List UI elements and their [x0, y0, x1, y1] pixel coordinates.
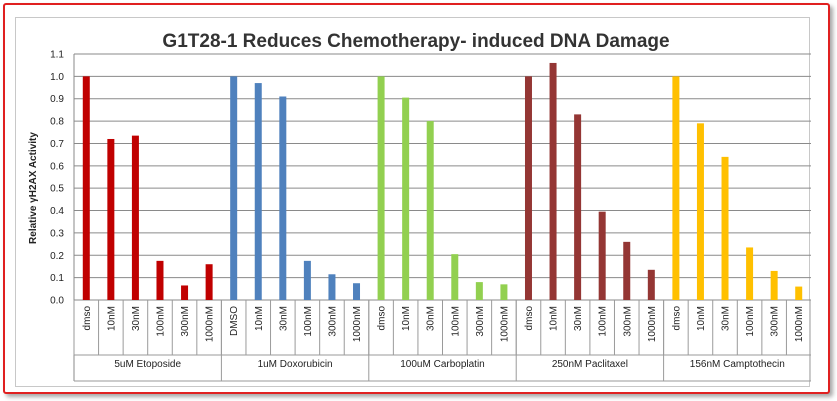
category-label: 10nM — [549, 306, 560, 331]
category-label: dmso — [671, 306, 682, 331]
chart-panel: G1T28-1 Reduces Chemotherapy- induced DN… — [15, 17, 811, 387]
category-label: 10nM — [254, 306, 265, 331]
figure-frame: G1T28-1 Reduces Chemotherapy- induced DN… — [3, 3, 830, 394]
bar — [524, 76, 532, 300]
category-label: 1000nM — [352, 306, 363, 342]
bar — [475, 282, 483, 300]
y-tick-label: 0.7 — [50, 139, 64, 150]
bar — [574, 114, 582, 300]
category-label: 30nM — [278, 306, 289, 331]
y-tick-label: 1.1 — [50, 50, 64, 61]
y-tick-label: 0.3 — [50, 228, 64, 239]
gridlines — [74, 53, 811, 301]
bar — [377, 76, 385, 300]
y-tick-label: 0.9 — [50, 94, 64, 105]
bar — [598, 211, 606, 300]
bar — [746, 247, 754, 300]
category-label: 300nM — [180, 306, 191, 337]
category-label: 100nM — [155, 306, 166, 337]
category-label: 300nM — [770, 306, 781, 337]
y-tick-label: 0.4 — [50, 206, 64, 217]
bar — [230, 76, 238, 300]
bar — [156, 260, 164, 300]
bar — [353, 283, 361, 300]
bar — [623, 241, 631, 300]
category-label: 30nM — [573, 306, 584, 331]
axes: 0.0 0.1 0.2 0.3 0.4 0.5 0.6 0.7 0.8 0.9 1.0 1.1 dmso… — [50, 50, 811, 382]
bar — [303, 260, 311, 300]
bar — [131, 135, 139, 300]
bar — [451, 254, 459, 300]
category-label: 300nM — [475, 306, 486, 337]
bar — [402, 97, 410, 300]
category-label: dmso — [524, 306, 535, 331]
group-label: 5uM Etoposide — [114, 359, 181, 370]
y-axis-label: Relative γH2AX Activity — [28, 132, 39, 244]
bars — [82, 62, 803, 301]
bar — [672, 76, 680, 300]
bar — [549, 62, 557, 301]
bar — [107, 138, 115, 300]
category-label: 100nM — [450, 306, 461, 337]
chart-title: G1T28-1 Reduces Chemotherapy- induced DN… — [162, 31, 669, 52]
category-label: DMSO — [229, 306, 240, 336]
bar — [82, 76, 90, 300]
bar — [254, 83, 262, 300]
y-tick-label: 0.1 — [50, 273, 64, 284]
group-label: 100uM Carboplatin — [400, 359, 485, 370]
category-label: dmso — [82, 306, 93, 331]
bar — [181, 285, 189, 300]
bar — [721, 156, 729, 300]
category-label: 30nM — [721, 306, 732, 331]
y-tick-label: 0.0 — [50, 296, 64, 307]
category-label: 10nM — [401, 306, 412, 331]
category-label: 10nM — [106, 306, 117, 331]
category-label: 1000nM — [794, 306, 805, 342]
y-tick-label: 0.8 — [50, 117, 64, 128]
category-label: dmso — [377, 306, 388, 331]
bar-chart: G1T28-1 Reduces Chemotherapy- induced DN… — [28, 31, 811, 382]
category-label: 300nM — [622, 306, 633, 337]
category-label: 100nM — [303, 306, 314, 337]
category-label: 300nM — [327, 306, 338, 337]
category-label: 30nM — [131, 306, 142, 331]
y-tick-label: 1.0 — [50, 72, 64, 83]
category-label: 100nM — [745, 306, 756, 337]
y-tick-label: 0.6 — [50, 161, 64, 172]
bar — [696, 123, 704, 300]
y-tick-label: 0.5 — [50, 184, 64, 195]
category-label: 30nM — [426, 306, 437, 331]
bar — [426, 121, 434, 300]
group-label: 250nM Paclitaxel — [552, 359, 628, 370]
bar — [279, 96, 287, 300]
bar — [500, 284, 508, 300]
bar — [328, 274, 336, 300]
bar — [795, 286, 803, 300]
y-tick-label: 0.2 — [50, 251, 64, 262]
bar — [647, 269, 655, 300]
bar — [770, 270, 778, 300]
category-label: 100nM — [598, 306, 609, 337]
bar — [205, 264, 213, 300]
group-label: 1uM Doxorubicin — [258, 359, 333, 370]
category-label: 1000nM — [647, 306, 658, 342]
category-label: 1000nM — [205, 306, 216, 342]
category-label: 1000nM — [499, 306, 510, 342]
group-label: 156nM Camptothecin — [690, 359, 785, 370]
category-label: 10nM — [696, 306, 707, 331]
